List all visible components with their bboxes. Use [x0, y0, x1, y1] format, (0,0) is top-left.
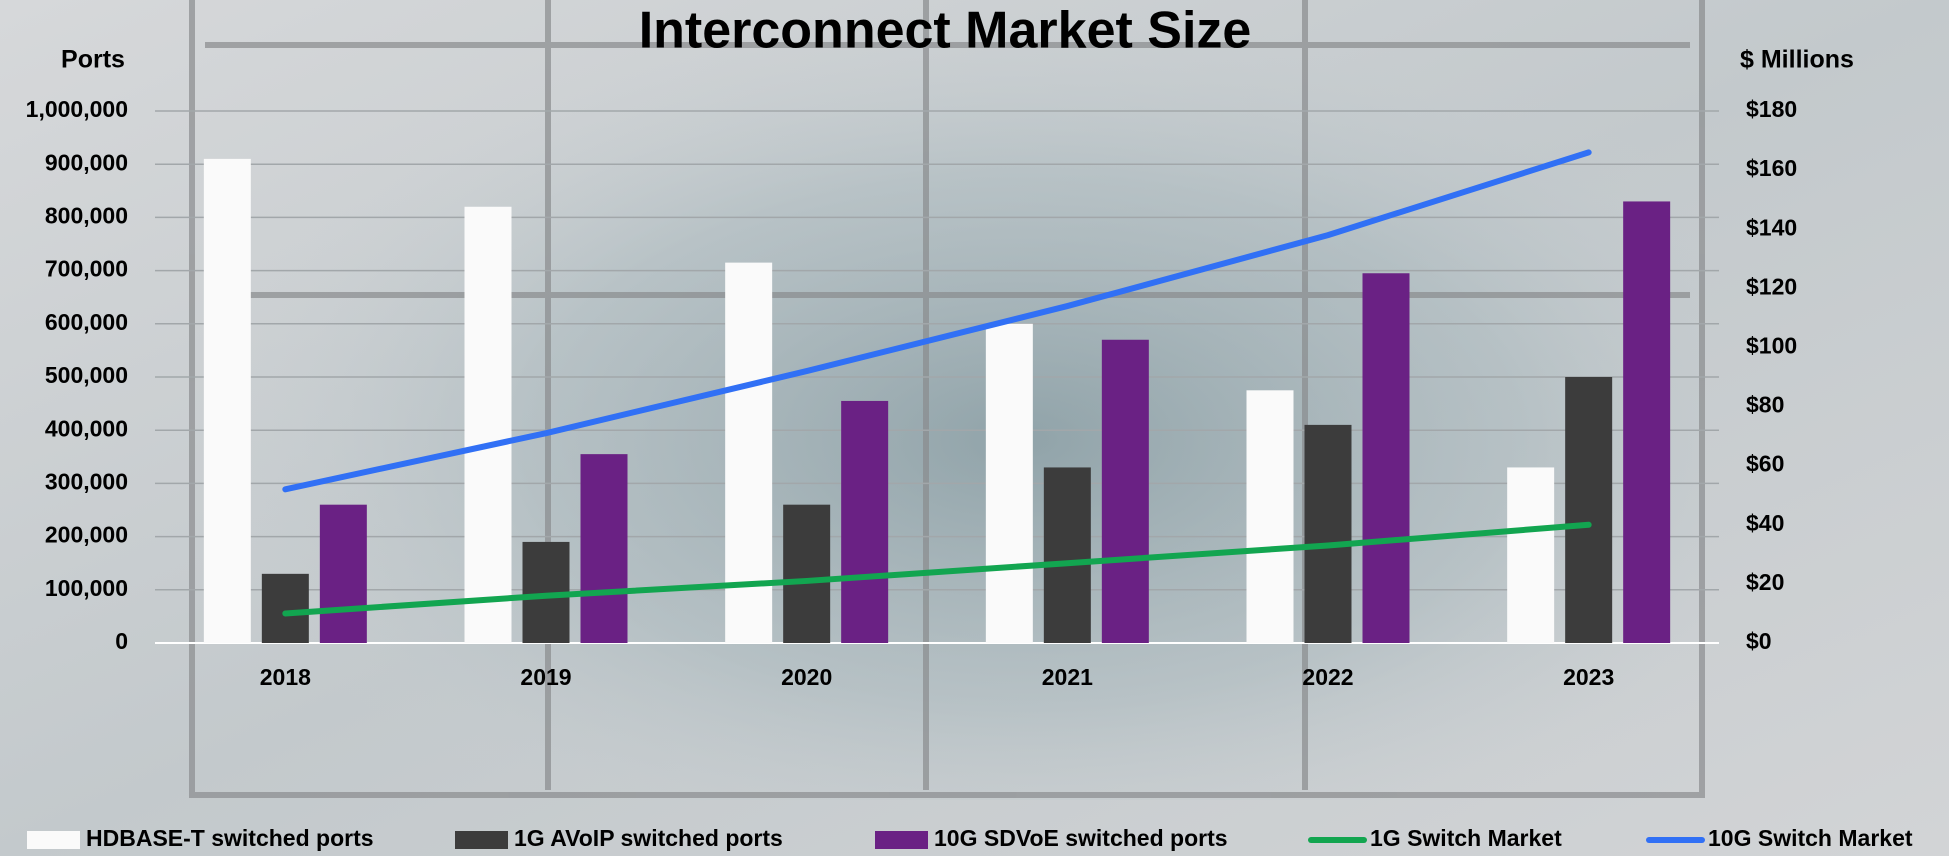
- background-wave: [190, 0, 1705, 800]
- y-tick-label: 1,000,000: [26, 96, 128, 122]
- x-tick-label: 2022: [1302, 664, 1353, 690]
- y2-tick-label: $120: [1746, 273, 1797, 299]
- bar: [1623, 201, 1671, 643]
- x-tick-label: 2019: [520, 664, 571, 690]
- legend-label: HDBASE-T switched ports: [86, 825, 374, 851]
- y2-tick-label: $100: [1746, 333, 1797, 359]
- legend-label: 1G AVoIP switched ports: [514, 825, 783, 851]
- y2-axis-title: $ Millions: [1740, 46, 1854, 74]
- bar: [1507, 467, 1555, 643]
- y2-tick-label: $60: [1746, 451, 1784, 477]
- y-tick-label: 100,000: [45, 575, 128, 601]
- bar: [203, 158, 251, 643]
- y2-tick-label: $180: [1746, 96, 1797, 122]
- legend-swatch: [875, 831, 928, 849]
- y-tick-label: 500,000: [45, 362, 128, 388]
- line: [282, 521, 1592, 617]
- bar: [261, 573, 309, 643]
- legend-label: 10G SDVoE switched ports: [934, 825, 1228, 851]
- y-tick-label: 200,000: [45, 522, 128, 548]
- x-tick-label: 2020: [781, 664, 832, 690]
- bar: [1043, 467, 1091, 643]
- x-tick-label: 2021: [1042, 664, 1093, 690]
- bar: [1362, 273, 1410, 643]
- bar: [985, 323, 1033, 643]
- y-tick-label: 0: [115, 628, 128, 654]
- bar: [1565, 377, 1613, 643]
- bar: [580, 454, 628, 643]
- x-tick-label: 2023: [1563, 664, 1614, 690]
- y2-tick-label: $40: [1746, 510, 1784, 536]
- chart-title: Interconnect Market Size: [639, 2, 1252, 60]
- y-tick-label: 700,000: [45, 256, 128, 282]
- bar: [725, 262, 773, 643]
- bar: [1246, 390, 1294, 643]
- y2-tick-label: $80: [1746, 392, 1784, 418]
- y2-tick-label: $0: [1746, 628, 1772, 654]
- x-tick-label: 2018: [260, 664, 311, 690]
- y2-tick-label: $160: [1746, 155, 1797, 181]
- y-tick-label: 600,000: [45, 309, 128, 335]
- bar: [1101, 339, 1149, 643]
- y2-tick-label: $140: [1746, 214, 1797, 240]
- legend-swatch: [455, 831, 508, 849]
- bar: [464, 206, 512, 643]
- y2-tick-label: $20: [1746, 569, 1784, 595]
- bar: [841, 400, 889, 643]
- y-tick-label: 900,000: [45, 149, 128, 175]
- legend-label: 1G Switch Market: [1370, 825, 1562, 851]
- bar: [319, 504, 367, 643]
- window-frame: [189, 0, 1705, 798]
- legend-label: 10G Switch Market: [1708, 825, 1913, 851]
- bar: [1304, 424, 1352, 643]
- y-axis-title: Ports: [61, 46, 125, 74]
- y-tick-label: 400,000: [45, 415, 128, 441]
- y-tick-label: 300,000: [45, 468, 128, 494]
- line: [282, 149, 1592, 493]
- bar: [783, 504, 831, 643]
- y-tick-label: 800,000: [45, 202, 128, 228]
- legend-swatch: [27, 831, 80, 849]
